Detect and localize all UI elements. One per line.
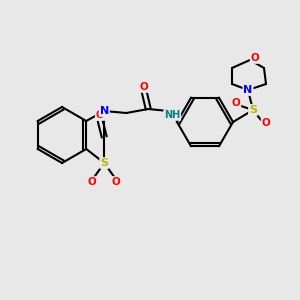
Text: O: O: [262, 118, 270, 128]
Text: O: O: [232, 98, 240, 108]
Text: S: S: [100, 158, 108, 168]
Text: O: O: [112, 177, 121, 187]
Text: O: O: [140, 82, 148, 92]
Text: S: S: [249, 105, 257, 115]
Text: O: O: [96, 110, 105, 120]
Text: O: O: [88, 177, 97, 187]
Text: O: O: [250, 53, 260, 63]
Text: N: N: [243, 85, 253, 95]
Text: NH: NH: [164, 110, 180, 120]
Text: N: N: [100, 106, 109, 116]
